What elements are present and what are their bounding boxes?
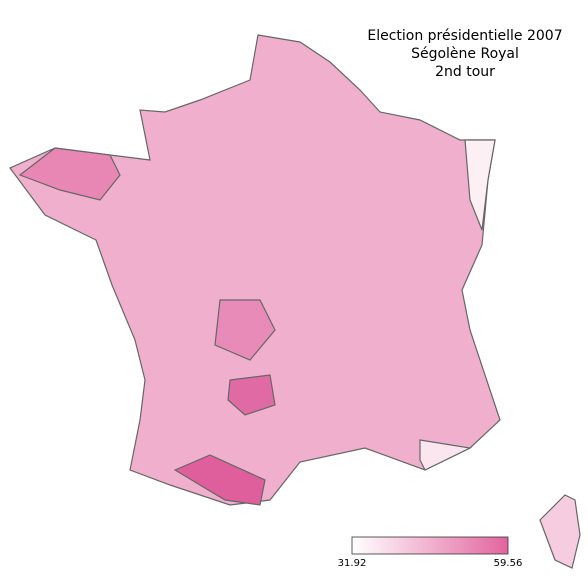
- region-southeast: [419, 439, 472, 471]
- region-centre: [214, 299, 276, 361]
- title-line: 2nd tour: [435, 64, 495, 80]
- title-line: Ségolène Royal: [411, 46, 519, 62]
- france-mainland: [9, 34, 501, 506]
- region-brittany: [18, 147, 121, 201]
- colorbar-max-label: 59.56: [494, 558, 523, 569]
- region-pyrenees: [173, 454, 266, 506]
- colorbar-min-label: 31.92: [338, 558, 367, 569]
- colorbar: [351, 536, 509, 555]
- title-line: Election présidentielle 2007: [367, 28, 562, 44]
- region-alsace: [464, 139, 496, 231]
- france-outline: [9, 34, 501, 506]
- corsica: [539, 494, 581, 569]
- region-massif: [227, 374, 276, 416]
